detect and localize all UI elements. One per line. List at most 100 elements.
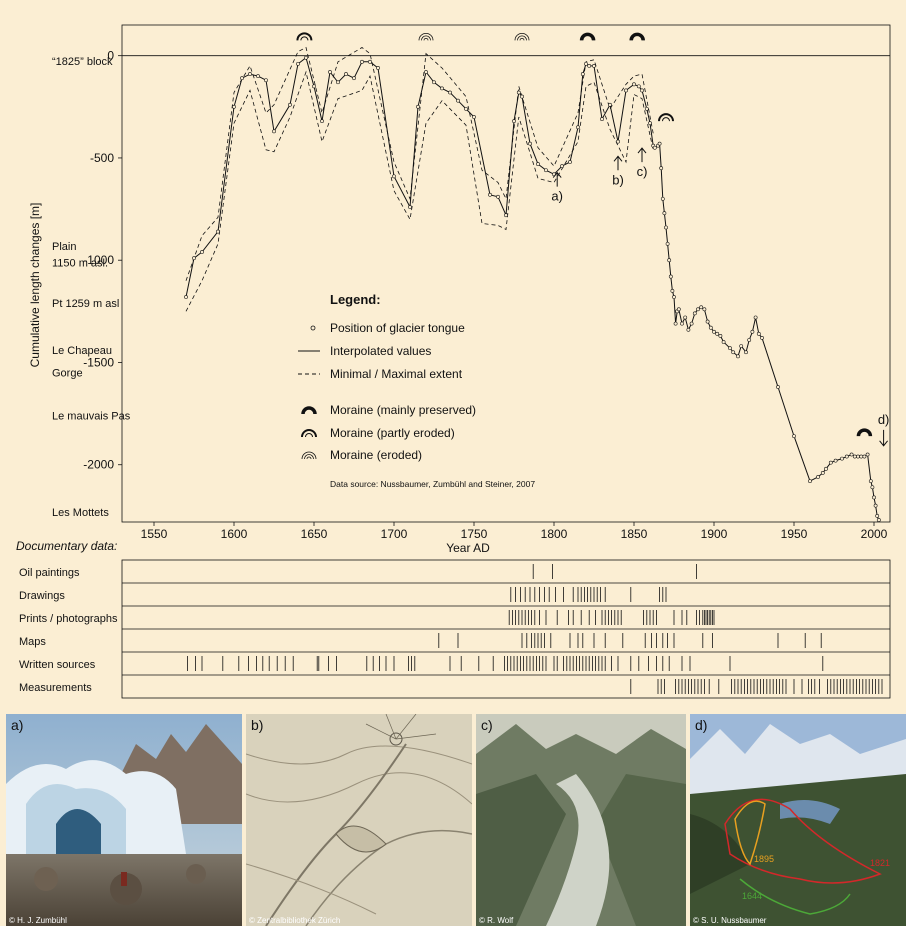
outline-label-1821: 1821 — [870, 858, 890, 868]
legend-moraine-eroded-label: Moraine (eroded) — [330, 448, 422, 462]
tongue-position-point — [608, 102, 612, 107]
data-source-note: Data source: Nussbaumer, Zumbühl and Ste… — [330, 479, 535, 489]
location-label: Plain — [52, 241, 76, 253]
tongue-position-point — [712, 329, 716, 334]
moraine-icon — [579, 32, 596, 41]
photo-b-historic-map — [246, 714, 472, 926]
photo-d-photograph: 1895 1821 1644 — [690, 714, 906, 926]
moraine-arc — [658, 113, 674, 122]
tongue-position-point — [568, 160, 572, 164]
tongue-position-point — [456, 98, 460, 103]
tongue-position-point — [424, 70, 428, 74]
tongue-position-point — [718, 333, 723, 338]
moraine-arc — [423, 37, 429, 41]
location-label: Le Chapeau — [52, 345, 112, 357]
tongue-position-point — [488, 192, 492, 197]
moraine-arc — [517, 35, 527, 41]
tongue-position-point — [416, 104, 420, 109]
tongue-position-point — [731, 350, 736, 355]
tongue-position-point — [756, 331, 761, 336]
tongue-position-point — [660, 196, 665, 201]
tongue-position-point — [376, 66, 380, 70]
photo-b: b) © Zentralbibliothek Zürich — [246, 714, 472, 926]
y-tick-label: -1000 — [83, 253, 114, 267]
tongue-position-point — [544, 168, 548, 173]
x-tick-label: 1550 — [141, 527, 168, 541]
location-label: “1825” block — [52, 56, 113, 68]
tongue-position-point — [536, 162, 540, 166]
tongue-position-point — [408, 205, 412, 209]
tongue-position-point — [304, 55, 308, 60]
tongue-position-point — [640, 88, 644, 93]
tongue-position-point — [705, 319, 710, 324]
moraine-arc — [519, 37, 525, 41]
location-labels: “1825” block Plain 1150 m asl. Pt 1259 m as… — [52, 56, 131, 519]
tongue-position-point — [873, 503, 878, 508]
tongue-position-point — [272, 129, 276, 134]
tongue-position-point — [665, 241, 670, 246]
tongue-position-point — [560, 164, 564, 169]
annotation-arrow — [879, 429, 888, 447]
tongue-position-point — [232, 104, 236, 109]
tongue-position-point — [668, 274, 673, 279]
tongue-position-point — [184, 295, 188, 299]
x-tick-label: 1900 — [701, 527, 728, 541]
extent-line — [185, 70, 654, 312]
legend-point-symbol — [310, 325, 316, 331]
tongue-position-point — [528, 141, 532, 146]
tongue-position-point — [680, 321, 684, 326]
legend-title: Legend: — [330, 292, 381, 307]
legend-moraine-preserved-label: Moraine (mainly preserved) — [330, 403, 476, 417]
tongue-position-point — [859, 454, 864, 459]
documentary-row-label: Drawings — [19, 590, 65, 602]
photo-c-photograph — [476, 714, 686, 926]
annotation-label: a) — [551, 189, 563, 204]
moraine-arc — [296, 32, 313, 41]
tongue-position-point — [320, 119, 324, 124]
tongue-position-point — [670, 288, 675, 293]
tongue-position-point — [644, 106, 649, 111]
tongue-position-point — [689, 321, 694, 326]
photo-a-painting — [6, 714, 242, 926]
tongue-position-point — [699, 305, 704, 310]
photo-c-label: c) — [481, 717, 493, 733]
tongue-position-point — [696, 307, 700, 312]
moraine-icon — [629, 32, 645, 41]
photo-c-credit: © R. Wolf — [479, 916, 514, 925]
tongue-position-point — [849, 452, 854, 457]
documentary-row-label: Oil paintings — [19, 567, 80, 579]
tongue-position-point — [472, 115, 476, 119]
x-tick-label: 1650 — [301, 527, 328, 541]
tongue-position-point — [824, 466, 828, 471]
tongue-position-point — [876, 518, 881, 522]
tongue-position-point — [750, 329, 755, 334]
x-tick-label: 2000 — [861, 527, 888, 541]
tongue-position-point — [865, 452, 870, 457]
tongue-position-point — [673, 321, 678, 326]
x-axis-label: Year AD — [446, 541, 490, 555]
moraine-arc — [629, 32, 645, 41]
photo-a-label: a) — [11, 717, 24, 733]
tongue-position-point — [856, 454, 860, 459]
tongue-position-point — [352, 76, 356, 81]
tongue-position-point — [344, 72, 348, 76]
tongue-position-point — [744, 350, 748, 355]
tongue-position-point — [636, 84, 641, 89]
tongue-position-point — [652, 145, 657, 150]
moraine-arc — [579, 32, 596, 41]
tongue-position-point — [683, 315, 688, 320]
moraine-icon — [658, 113, 674, 122]
length-change-chart: 1550 1600 1650 1700 1750 1800 1850 1900 1950 2000… — [16, 24, 891, 699]
tongue-position-point — [676, 307, 681, 312]
tongue-position-point — [662, 211, 667, 216]
legend-moraine-preserved-icon — [301, 406, 317, 415]
tongue-position-point — [624, 88, 628, 93]
interpolated-series — [185, 56, 880, 521]
tongue-position-point — [520, 94, 524, 99]
tongue-position-point — [432, 80, 436, 85]
tongue-position-point — [747, 338, 752, 342]
moraine-arc — [856, 428, 873, 437]
legend-moraine-partly-label: Moraine (partly eroded) — [330, 426, 455, 440]
tongue-position-point — [721, 340, 726, 344]
extent-series — [185, 46, 654, 312]
